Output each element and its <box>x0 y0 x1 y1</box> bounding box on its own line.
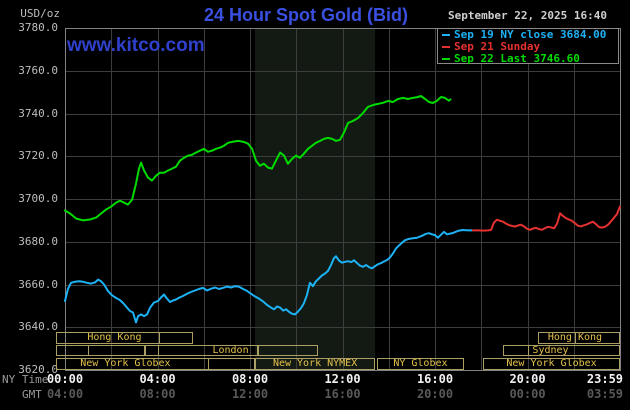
x-tick-label-ny: 16:00 <box>416 372 454 386</box>
x-tick-label-gmt: 03:59 <box>586 387 624 401</box>
y-tick-label: 3660.0 <box>18 277 58 291</box>
y-tick-label: 3700.0 <box>18 192 58 205</box>
session-box-divider <box>574 333 576 343</box>
legend-swatch-sep21 <box>442 46 450 48</box>
y-tick-label: 3760.0 <box>18 63 58 77</box>
session-label: Sydney <box>532 345 569 356</box>
legend-swatch-sep19 <box>442 34 450 36</box>
session-label: Hong Kong <box>87 332 142 343</box>
session-box-divider <box>207 359 209 369</box>
session-box: New York Globex <box>483 358 620 370</box>
session-box: Hong Kong <box>537 332 620 344</box>
session-label: NY Globex <box>393 358 448 369</box>
session-box: New York NYMEX <box>255 358 376 370</box>
session-box <box>55 345 145 356</box>
y-tick-label: 3740.0 <box>18 106 58 120</box>
chart-datetime: September 22, 2025 16:40 <box>448 9 607 22</box>
x-tick-label-ny: 12:00 <box>324 372 361 386</box>
y-tick-label: 3640.0 <box>18 320 58 334</box>
session-box: Sydney <box>502 345 620 356</box>
session-label: New York Globex <box>506 358 597 369</box>
plot-border <box>65 28 621 371</box>
session-box: Hong Kong <box>55 332 194 344</box>
legend-label-sep22: Sep 22 Last 3746.60 <box>454 52 580 65</box>
kitco-watermark-link[interactable]: www.kitco.com <box>67 35 205 56</box>
session-box-divider <box>158 333 160 343</box>
grid-layer <box>65 28 620 370</box>
x-tick-label-ny: 04:00 <box>139 372 176 386</box>
x-tick-label-gmt: 20:00 <box>416 387 454 401</box>
x-tick-label-gmt: 04:00 <box>46 387 84 401</box>
session-label: New York Globex <box>80 358 171 369</box>
y-tick-label: 3720.0 <box>18 149 58 163</box>
x-tick-label-gmt: 08:00 <box>139 387 176 401</box>
legend-item-sep19: Sep 19 NY close 3684.00 <box>438 29 618 41</box>
session-label: New York NYMEX <box>272 358 358 369</box>
legend-swatch-sep22 <box>442 58 450 60</box>
session-box-divider <box>87 346 89 355</box>
x-tick-label-ny: 20:00 <box>509 372 546 386</box>
session-box <box>258 345 318 356</box>
legend-item-sep21: Sep 21 Sunday <box>438 41 618 53</box>
legend-item-sep22: Sep 22 Last 3746.60 <box>438 53 618 65</box>
session-box: NY Globex <box>376 358 464 370</box>
session-box: London <box>145 345 259 356</box>
x-tick-label-gmt: 00:00 <box>509 387 546 401</box>
y-tick-label: 3680.0 <box>18 234 58 248</box>
y-tick-label: 3620.0 <box>18 363 58 376</box>
x-tick-label-ny: 00:00 <box>46 372 84 386</box>
series-line-2 <box>471 205 621 232</box>
series-line-0 <box>64 95 452 222</box>
session-box-divider <box>528 346 530 355</box>
unit-label: USD/oz <box>20 7 60 20</box>
x-tick-label-gmt: 12:00 <box>231 387 269 401</box>
legend-label-sep19: Sep 19 NY close 3684.00 <box>454 28 607 41</box>
session-label: Hong Kong <box>547 332 603 343</box>
x-tick-label-gmt: 16:00 <box>324 387 361 401</box>
x-axis-header-gmt: GMT <box>22 388 42 401</box>
legend-label-sep21: Sep 21 Sunday <box>454 40 541 53</box>
x-tick-label-ny: 08:00 <box>231 372 269 386</box>
series-line-1 <box>64 229 473 324</box>
session-label: London <box>212 345 249 356</box>
session-box-divider <box>158 346 160 355</box>
x-tick-label-ny: 23:59 <box>586 372 624 386</box>
legend: Sep 19 NY close 3684.00 Sep 21 Sunday Se… <box>437 28 619 65</box>
page-title: 24 Hour Spot Gold (Bid) <box>204 5 408 25</box>
y-tick-label: 3780.0 <box>18 21 58 34</box>
session-box: New York Globex <box>55 358 256 370</box>
x-axis-header-nytime: NY Time <box>2 373 49 386</box>
